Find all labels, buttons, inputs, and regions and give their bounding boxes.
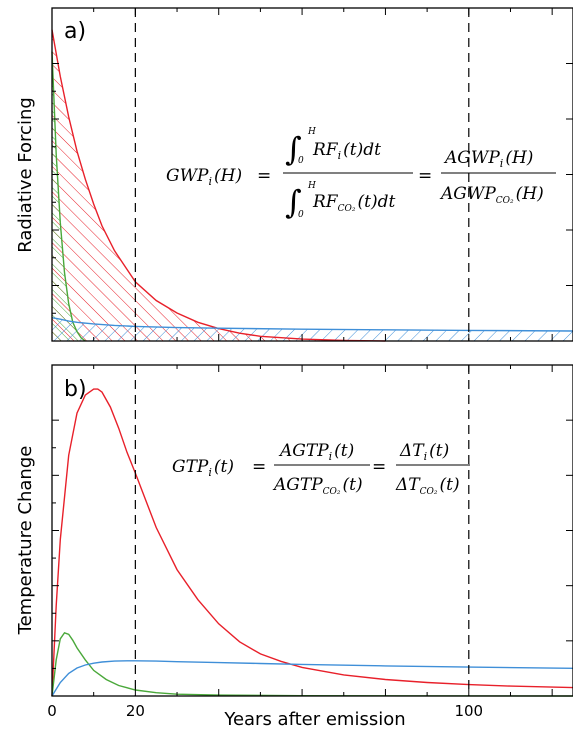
- gwp-formula: GWPi (H) = ∫ H 0 RFi (t)dt ∫ H 0 RFCO₂ (t)d…: [166, 127, 556, 221]
- series-line-green: [51, 51, 86, 342]
- gwp-eq: =: [257, 166, 271, 186]
- panel-a-frame: [51, 7, 573, 342]
- panel-b-label: b): [64, 377, 87, 402]
- svg-text:GWPi(H): GWPi (H): [166, 166, 242, 188]
- svg-text:AGWPCO₂(H): AGWPCO₂ (H): [439, 184, 544, 206]
- gwp-den-integral: ∫: [285, 183, 302, 221]
- gtp-den2-tail: (t): [440, 475, 460, 495]
- panel-a: a) Radiative Forcing GWPi (H) = ∫ H 0 RFi…: [15, 7, 573, 342]
- series-line-red: [51, 388, 573, 697]
- gwp-den-upper: H: [307, 181, 316, 191]
- gwp-num-integral: ∫: [285, 130, 302, 168]
- x-tick-labels: 0 20 100: [47, 702, 483, 720]
- panel-b-ylabel: Temperature Change: [15, 446, 36, 636]
- gwp-den-tail: (t)dt: [357, 192, 395, 212]
- gtp-den-sub: CO₂: [323, 487, 341, 497]
- svg-text:ΔTCO₂(t): ΔTCO₂ (t): [395, 475, 460, 497]
- gtp-num2-body: ΔT: [399, 441, 425, 461]
- gtp-den2-body: ΔT: [395, 475, 421, 495]
- gtp-num2-tail: (t): [429, 441, 449, 461]
- x-tick-label: 20: [126, 702, 145, 720]
- gwp-left-arg: (H): [214, 166, 242, 186]
- gwp-den-sub: CO₂: [338, 204, 356, 214]
- panel-b: b) Temperature Change Years after emissi…: [15, 364, 573, 730]
- gwp-num-body: RF: [312, 140, 339, 160]
- gtp-eq2: =: [372, 457, 386, 477]
- gwp-num-lower: 0: [298, 156, 304, 166]
- panel-b-series: [51, 388, 573, 697]
- svg-text:RFi(t)dt: RFi (t)dt: [312, 140, 381, 162]
- gwp-num-tail: (t)dt: [343, 140, 381, 160]
- panel-b-frame: [51, 364, 573, 697]
- gtp-num2-sub: i: [424, 450, 428, 463]
- gtp-left: GTP: [172, 457, 209, 477]
- gwp-num-sub: i: [338, 149, 342, 162]
- gtp-num-body: AGTP: [278, 441, 329, 461]
- svg-text:AGTPCO₂(t): AGTPCO₂ (t): [272, 475, 363, 497]
- gtp-formula: GTPi (t) = AGTPi (t) AGTPCO₂ (t) = ΔTi (t) Δ…: [172, 441, 470, 497]
- gtp-num-tail: (t): [334, 441, 354, 461]
- hatched-area-red: [52, 29, 386, 342]
- gtp-num-sub: i: [329, 450, 333, 463]
- x-tick-label: 0: [47, 702, 57, 720]
- gwp-den2-tail: (H): [516, 184, 544, 204]
- gwp-den2-body: AGWP: [439, 184, 496, 204]
- gwp-den-lower: 0: [298, 210, 304, 220]
- gwp-num2-tail: (H): [505, 148, 533, 168]
- gtp-eq: =: [252, 457, 266, 477]
- panel-a-ylabel: Radiative Forcing: [15, 97, 36, 253]
- panel-a-ticks: [51, 8, 573, 341]
- gtp-left-arg: (t): [214, 457, 234, 477]
- gwp-eq2: =: [418, 166, 432, 186]
- gwp-left-sub: i: [209, 175, 213, 188]
- svg-text:AGTPi(t): AGTPi (t): [278, 441, 354, 463]
- gtp-den2-sub: CO₂: [420, 487, 438, 497]
- series-line-blue: [51, 660, 573, 697]
- gtp-den-tail: (t): [343, 475, 363, 495]
- gwp-num-upper: H: [307, 127, 316, 137]
- panel-a-label: a): [64, 19, 86, 44]
- svg-text:GTPi(t): GTPi (t): [172, 457, 234, 479]
- svg-text:RFCO₂(t)dt: RFCO₂ (t)dt: [312, 192, 395, 214]
- hatched-area-green: [52, 51, 86, 341]
- x-tick-label: 100: [454, 702, 483, 720]
- svg-text:ΔTi(t): ΔTi (t): [399, 441, 449, 463]
- gwp-den-body: RF: [312, 192, 339, 212]
- gwp-den2-sub: CO₂: [496, 196, 514, 206]
- gwp-num2-sub: i: [500, 157, 504, 170]
- gwp-left: GWP: [166, 166, 209, 186]
- gwp-num2-body: AGWP: [443, 148, 500, 168]
- panel-b-ticks: [51, 365, 573, 696]
- gtp-den-body: AGTP: [272, 475, 323, 495]
- x-axis-label: Years after emission: [223, 709, 405, 730]
- series-line-green: [51, 631, 573, 697]
- svg-text:AGWPi(H): AGWPi (H): [443, 148, 533, 170]
- gtp-left-sub: i: [208, 466, 212, 479]
